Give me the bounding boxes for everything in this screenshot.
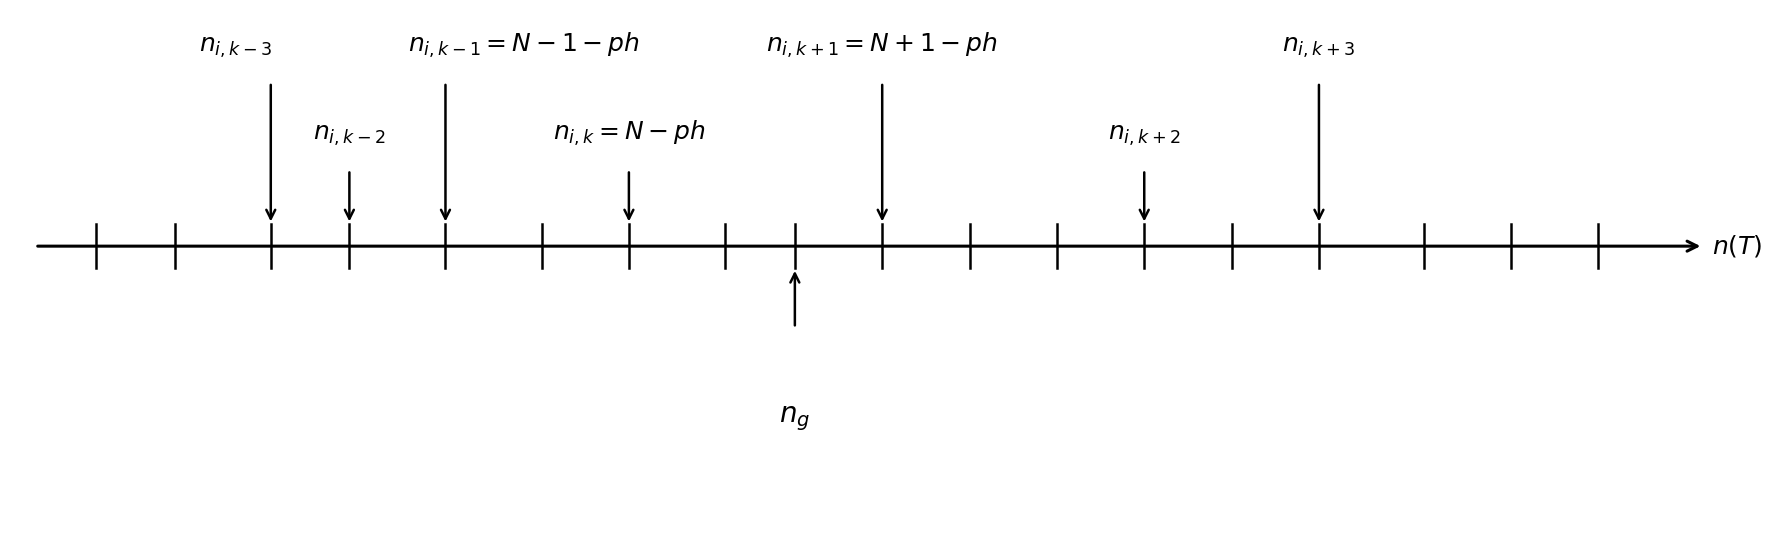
Text: $n_{i,k-2}$: $n_{i,k-2}$ [313,124,386,148]
Text: $n_{i,k+2}$: $n_{i,k+2}$ [1108,124,1181,148]
Text: $n_{i,k-1} = N-1-ph$: $n_{i,k-1} = N-1-ph$ [409,31,641,60]
Text: $n_{i,k+3}$: $n_{i,k+3}$ [1283,36,1356,60]
Text: $n_{i,k+1} = N+1-ph$: $n_{i,k+1} = N+1-ph$ [766,31,998,60]
Text: $n(T)$: $n(T)$ [1712,233,1763,259]
Text: $n_{i,k-3}$: $n_{i,k-3}$ [200,36,273,60]
Text: $n_g$: $n_g$ [779,405,811,433]
Text: $n_{i,k} = N-ph$: $n_{i,k} = N-ph$ [552,119,704,148]
